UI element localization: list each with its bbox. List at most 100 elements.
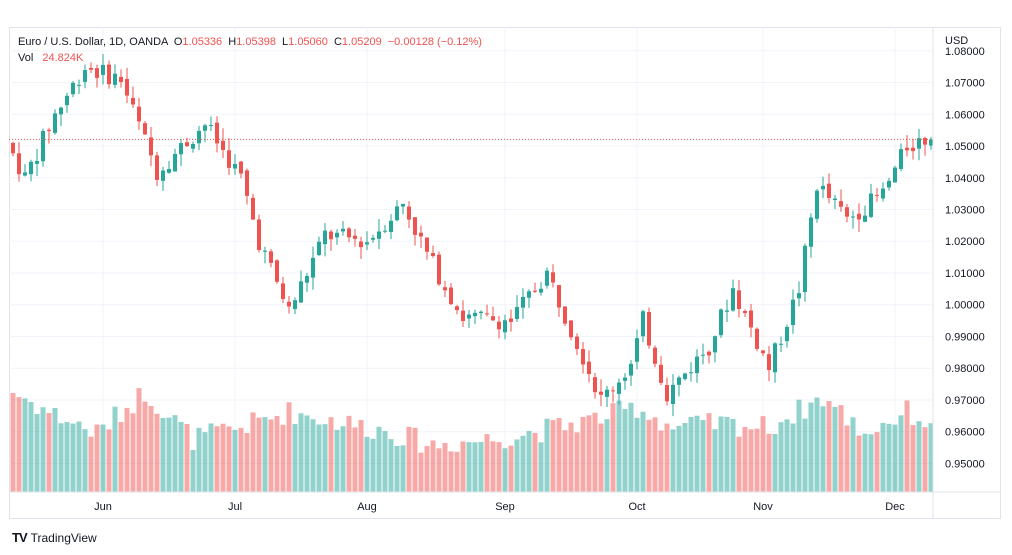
volume-bar — [796, 399, 802, 492]
volume-bar — [262, 417, 268, 492]
volume-bar — [754, 428, 760, 492]
candle-body — [779, 343, 783, 345]
candle-body — [77, 84, 81, 86]
volume-bar — [370, 438, 376, 492]
x-tick-label: Aug — [357, 501, 377, 513]
y-tick-label: 0.96000 — [945, 427, 985, 439]
candle-body — [155, 155, 159, 180]
candle-body — [905, 147, 909, 151]
candle-body — [95, 68, 99, 78]
candle-body — [371, 237, 375, 240]
volume-bar — [412, 427, 418, 492]
candle-body — [317, 241, 321, 256]
candle-body — [635, 338, 639, 362]
candle-body — [515, 306, 519, 319]
candle-body — [833, 198, 837, 200]
volume-bar — [130, 413, 136, 492]
candle-body — [443, 287, 447, 291]
brand-name: TradingView — [30, 530, 97, 545]
volume-bar — [112, 406, 118, 492]
volume-bar — [166, 417, 172, 492]
candle-body — [227, 150, 231, 168]
volume-bar — [100, 424, 106, 492]
volume-bar — [484, 434, 490, 492]
volume-bar — [292, 423, 298, 492]
volume-bar — [460, 441, 466, 492]
volume-bar — [760, 416, 766, 492]
volume-bar — [748, 429, 754, 492]
volume-bar — [196, 427, 202, 492]
candle-body — [137, 106, 141, 122]
volume-bar — [574, 432, 580, 492]
volume-bar — [310, 419, 316, 492]
candle-body — [251, 197, 255, 220]
y-tick-label: 1.07000 — [945, 78, 985, 90]
volume-bar — [478, 441, 484, 492]
candle-body — [767, 354, 771, 371]
volume-bar — [328, 417, 334, 492]
candle-body — [119, 76, 123, 83]
candle-body — [257, 219, 261, 251]
volume-bar — [682, 422, 688, 492]
candle-body — [749, 310, 753, 328]
volume-bar — [106, 429, 112, 492]
volume-bar — [538, 442, 544, 492]
low-value: 1.05060 — [288, 36, 328, 48]
candle-body — [521, 296, 525, 308]
x-tick-label: Dec — [885, 501, 905, 513]
candle-body — [911, 147, 915, 152]
candle-body — [425, 237, 429, 252]
candle-body — [47, 129, 51, 132]
candle-body — [617, 382, 621, 394]
candle-body — [281, 283, 285, 299]
candle-body — [293, 300, 297, 309]
candle-body — [533, 290, 537, 292]
volume-bar — [82, 429, 88, 492]
candle-body — [65, 95, 69, 106]
candle-body — [653, 347, 657, 364]
volume-bar — [400, 445, 406, 492]
y-tick-label: 1.05000 — [945, 141, 985, 153]
candle-body — [683, 373, 687, 380]
candle-body — [713, 336, 717, 353]
volume-bar — [688, 416, 694, 492]
candle-body — [923, 138, 927, 145]
candle-body — [725, 310, 729, 312]
volume-bar — [520, 435, 526, 492]
volume-bar — [856, 435, 862, 492]
candle-body — [29, 161, 33, 175]
tradingview-brand[interactable]: TV TradingView — [12, 530, 97, 545]
volume-bar — [124, 407, 130, 492]
volume-bar — [556, 418, 562, 492]
candle-body — [809, 217, 813, 247]
volume-bar — [676, 425, 682, 492]
axes: USD — [9, 27, 1001, 519]
candle-body — [737, 290, 741, 310]
volume-bar — [922, 427, 928, 492]
candle-body — [71, 82, 75, 95]
volume-bar — [322, 424, 328, 492]
candle-body — [473, 312, 477, 317]
candle-body — [485, 313, 489, 315]
volume-bar — [880, 422, 886, 492]
candle-body — [563, 306, 567, 324]
volume-bar — [256, 417, 262, 492]
candle-body — [671, 384, 675, 404]
candle-body — [497, 321, 501, 330]
volume-bar — [298, 413, 304, 492]
volume-bar — [94, 424, 100, 492]
chart-title: Euro / U.S. Dollar, 1D, OANDA — [18, 36, 168, 48]
candle-body — [59, 107, 63, 115]
volume-bar — [238, 427, 244, 492]
candle-body — [539, 288, 543, 293]
volume-bar — [790, 423, 796, 492]
volume-bar — [904, 400, 910, 492]
y-tick-label: 0.99000 — [945, 331, 985, 343]
volume-bar — [16, 397, 22, 492]
volume-bar — [268, 419, 274, 492]
candle-body — [191, 143, 195, 149]
candle-body — [857, 213, 861, 220]
volume-bar — [52, 407, 58, 492]
volume-bar — [208, 423, 214, 492]
